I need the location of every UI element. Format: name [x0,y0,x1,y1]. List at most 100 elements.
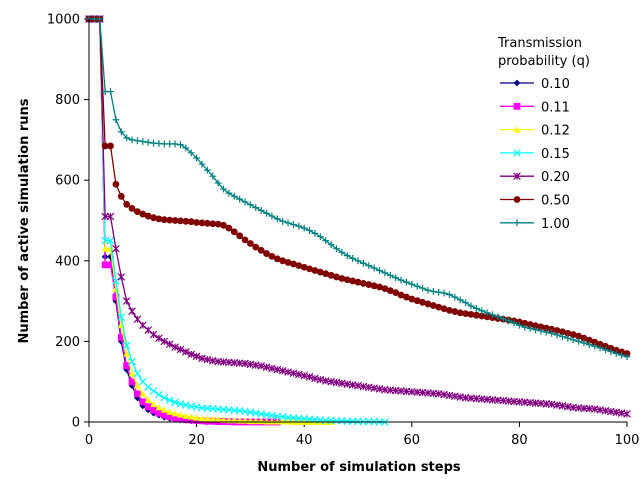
data-point [419,298,426,306]
data-point [284,259,292,266]
data-point [483,309,491,317]
data-point [467,302,475,310]
data-point [166,408,174,415]
data-point [397,276,405,284]
data-point [343,276,351,284]
data-point [214,220,222,228]
legend-item: 0.11 [500,100,570,115]
data-point [187,413,195,420]
data-point [187,416,195,424]
data-point [602,346,609,354]
data-point [327,241,335,249]
data-point [553,327,561,334]
legend-label: 0.10 [541,77,570,92]
data-point [144,138,152,146]
data-point [440,305,448,313]
data-point [171,343,179,351]
data-point [569,336,577,344]
data-point [279,257,287,265]
data-point [381,285,389,293]
y-tick-label: 800 [55,93,80,108]
data-point [160,216,168,224]
data-point [435,288,443,296]
data-point [376,283,383,291]
data-point [171,410,179,417]
series-0.15 [85,15,389,426]
data-point [386,287,394,295]
data-point [435,303,443,311]
series-line [89,18,628,358]
y-tick-label: 400 [55,254,80,269]
data-point [354,278,362,286]
data-point [602,342,609,350]
data-point [112,116,120,124]
data-point [134,137,141,145]
data-point [499,315,507,323]
data-point [408,295,416,303]
data-point [144,212,152,220]
data-point [327,271,335,279]
data-point [257,246,265,254]
data-point [263,209,270,217]
x-tick-label: 0 [85,433,93,448]
series-layer [85,15,631,426]
legend-items: 0.10 0.11 0.12 0.15 0.20 0.50 1.00 [500,77,570,232]
legend-swatch-marker [513,126,521,133]
data-point [365,281,373,288]
data-point [182,144,190,152]
data-point [220,221,227,229]
data-point [623,410,631,418]
data-point [559,328,566,336]
legend-item: 0.10 [500,77,570,92]
data-point [160,406,168,413]
data-point [263,250,270,257]
data-point [149,387,158,395]
data-point [144,403,152,411]
data-point [542,324,550,332]
data-point [106,212,115,221]
data-point [106,236,115,245]
data-point [117,333,125,341]
data-point [489,311,496,319]
data-point [273,418,281,425]
series-0.20 [85,15,631,418]
data-point [176,345,185,354]
data-point [117,313,126,322]
data-point [365,262,373,270]
data-point [268,252,276,260]
data-point [451,308,459,315]
data-point [295,262,303,270]
data-point [187,350,196,359]
legend-label: 0.50 [541,194,570,209]
data-point [134,382,141,389]
data-point [225,224,233,232]
data-point [133,315,142,324]
data-point [462,299,469,307]
data-point [198,219,206,227]
data-point [139,390,147,397]
data-point [144,396,152,403]
data-point [386,271,394,279]
legend-swatch-marker [513,102,521,110]
data-point [112,180,120,188]
data-point [193,219,201,226]
data-point [403,278,410,286]
legend-label: 0.15 [541,147,570,162]
data-point [359,259,367,267]
data-point [133,369,142,378]
data-point [247,240,254,247]
data-point [311,229,319,237]
data-point [580,339,588,347]
data-point [128,357,136,366]
data-point [397,291,405,299]
data-point [424,286,432,294]
data-point [354,257,362,265]
data-point [117,128,125,136]
data-point [171,398,179,407]
data-point [257,417,265,425]
legend-swatch-marker [513,196,521,203]
data-point [192,352,201,361]
data-point [128,378,136,386]
data-point [564,329,572,337]
